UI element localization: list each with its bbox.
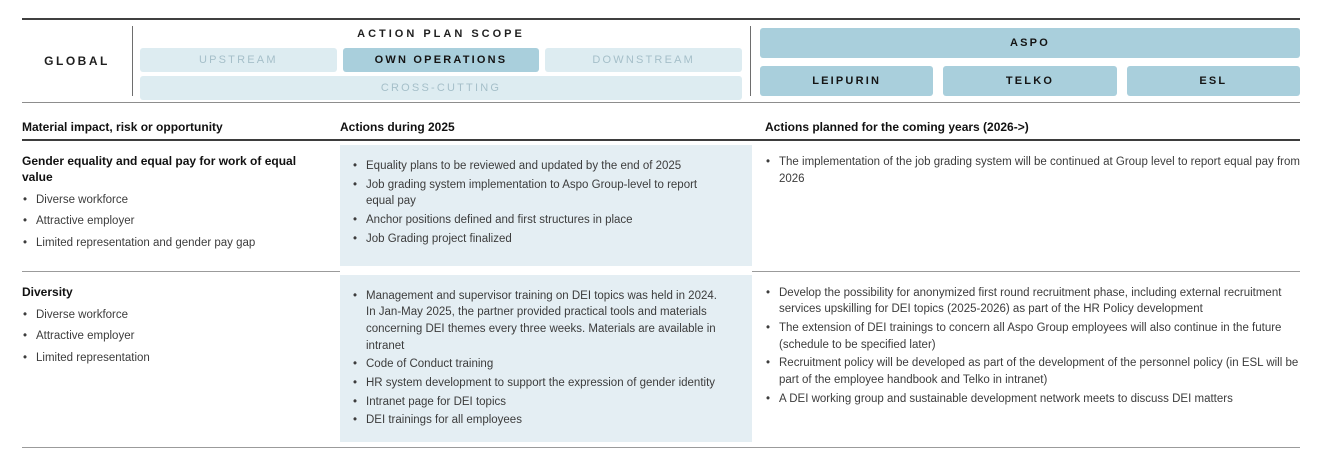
action-plan-scope-title: ACTION PLAN SCOPE xyxy=(357,28,525,40)
table-body: Gender equality and equal pay for work o… xyxy=(22,141,1300,447)
action-item: Recruitment policy will be developed as … xyxy=(765,355,1300,388)
actions-2025-bullet-list: Equality plans to be reviewed and update… xyxy=(352,158,726,247)
action-item: HR system development to support the exp… xyxy=(352,375,726,392)
actions-2025-bullet-list: Management and supervisor training on DE… xyxy=(352,288,726,429)
action-item: The implementation of the job grading sy… xyxy=(765,154,1300,187)
impact-cell: Gender equality and equal pay for work o… xyxy=(22,141,340,271)
report-figure: GLOBAL ACTION PLAN SCOPE UPSTREAM OWN OP… xyxy=(22,18,1300,449)
action-item: DEI trainings for all employees xyxy=(352,412,726,429)
action-item: Job grading system implementation to Asp… xyxy=(352,177,726,210)
actions-2025-cell: Equality plans to be reviewed and update… xyxy=(340,145,752,266)
column-header-impact: Material impact, risk or opportunity xyxy=(22,120,223,134)
action-plan-scope-panel: ACTION PLAN SCOPE UPSTREAM OWN OPERATION… xyxy=(133,20,750,102)
action-item: Anchor positions defined and first struc… xyxy=(352,212,726,229)
telko-button[interactable]: TELKO xyxy=(943,66,1117,96)
vertical-divider xyxy=(132,26,133,96)
impact-item: Limited representation xyxy=(22,350,314,367)
table-header-row: Material impact, risk or opportunity Act… xyxy=(22,103,1300,141)
table-row: Gender equality and equal pay for work o… xyxy=(22,141,1300,271)
impact-item: Attractive employer xyxy=(22,213,314,230)
scope-chip-row-2: CROSS-CUTTING xyxy=(140,76,742,100)
actions-future-cell: Develop the possibility for anonymized f… xyxy=(752,270,1300,447)
upstream-button[interactable]: UPSTREAM xyxy=(140,48,337,72)
subsidiary-chip-row: LEIPURIN TELKO ESL xyxy=(760,66,1300,96)
impact-item: Limited representation and gender pay ga… xyxy=(22,235,314,252)
impact-item: Attractive employer xyxy=(22,328,314,345)
cross-cutting-button[interactable]: CROSS-CUTTING xyxy=(140,76,742,100)
vertical-divider xyxy=(750,26,751,96)
action-item: Equality plans to be reviewed and update… xyxy=(352,158,726,175)
impact-title: Gender equality and equal pay for work o… xyxy=(22,154,297,184)
scope-chip-row-1: UPSTREAM OWN OPERATIONS DOWNSTREAM xyxy=(140,48,743,72)
aspo-button[interactable]: ASPO xyxy=(760,28,1300,58)
leipurin-button[interactable]: LEIPURIN xyxy=(760,66,934,96)
action-item: Job Grading project finalized xyxy=(352,231,726,248)
action-item: Code of Conduct training xyxy=(352,356,726,373)
impact-item: Diverse workforce xyxy=(22,192,314,209)
impact-bullet-list: Diverse workforce Attractive employer Limi… xyxy=(22,192,314,252)
action-item: Develop the possibility for anonymized f… xyxy=(765,285,1300,318)
aspo-panel: ASPO LEIPURIN TELKO ESL xyxy=(751,20,1300,102)
table-row: Diversity Diverse workforce Attractive em… xyxy=(22,270,1300,447)
esl-button[interactable]: ESL xyxy=(1126,66,1300,96)
own-operations-button[interactable]: OWN OPERATIONS xyxy=(342,48,540,72)
action-item: Management and supervisor training on DE… xyxy=(352,288,726,355)
scope-selector: GLOBAL ACTION PLAN SCOPE UPSTREAM OWN OP… xyxy=(22,18,1300,103)
action-item: A DEI working group and sustainable deve… xyxy=(765,391,1300,408)
column-header-actions-2025: Actions during 2025 xyxy=(340,120,455,134)
actions-future-bullet-list: The implementation of the job grading sy… xyxy=(765,154,1300,187)
downstream-button[interactable]: DOWNSTREAM xyxy=(545,48,743,72)
action-item: Intranet page for DEI topics xyxy=(352,394,726,411)
impact-cell: Diversity Diverse workforce Attractive em… xyxy=(22,270,340,447)
impact-title: Diversity xyxy=(22,284,73,299)
global-label: GLOBAL xyxy=(44,54,110,68)
actions-future-cell: The implementation of the job grading sy… xyxy=(752,141,1300,271)
actions-future-bullet-list: Develop the possibility for anonymized f… xyxy=(765,285,1300,408)
impact-bullet-list: Diverse workforce Attractive employer Limi… xyxy=(22,307,314,367)
impact-item: Diverse workforce xyxy=(22,307,314,324)
global-cell: GLOBAL xyxy=(22,20,132,102)
actions-2025-cell: Management and supervisor training on DE… xyxy=(340,274,752,443)
action-item: The extension of DEI trainings to concer… xyxy=(765,320,1300,353)
column-header-actions-future: Actions planned for the coming years (20… xyxy=(765,120,1029,134)
bottom-divider xyxy=(22,447,1300,449)
